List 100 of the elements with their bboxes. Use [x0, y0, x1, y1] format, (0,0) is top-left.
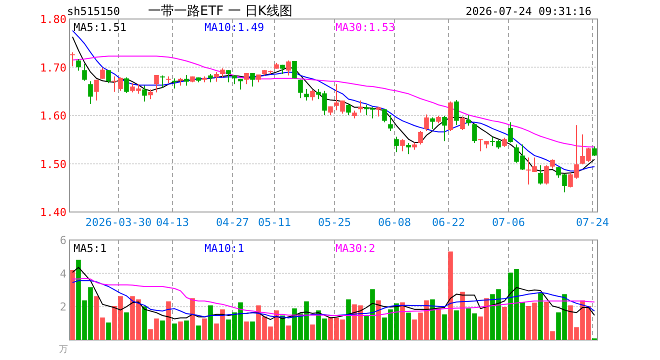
x-tick-label: 2026-03-30	[85, 216, 152, 229]
candlestick	[502, 137, 507, 148]
candlestick	[232, 74, 237, 85]
chart-title: 一带一路ETF 一 日K线图	[148, 4, 292, 19]
bar	[106, 322, 111, 340]
y-tick-label: 1.50	[40, 158, 66, 171]
candlestick	[460, 116, 465, 130]
candlestick	[148, 88, 153, 100]
candlestick	[250, 72, 255, 88]
line-series	[72, 266, 595, 320]
candlestick	[430, 116, 435, 130]
bar	[202, 318, 207, 340]
candlestick	[406, 142, 411, 155]
bar	[376, 300, 381, 340]
x-tick-label: 05-11	[258, 216, 292, 229]
candlestick	[286, 60, 291, 76]
candlestick	[346, 103, 351, 116]
y-tick-label: 6	[60, 234, 66, 247]
bar	[400, 302, 405, 340]
bar	[124, 312, 129, 340]
candlestick	[418, 130, 423, 145]
y-tick-label: 1.40	[40, 206, 66, 219]
candlestick	[424, 114, 429, 132]
bar	[142, 306, 147, 340]
x-tick-label: 04-13	[156, 216, 190, 229]
candlestick	[244, 72, 249, 85]
x-tick-label: 04-27	[216, 216, 250, 229]
text: MA10:1	[204, 242, 244, 255]
candlestick	[388, 114, 393, 132]
text: MA10:1.49	[204, 21, 264, 34]
y-tick-label: 1.60	[40, 110, 66, 122]
candlestick	[508, 122, 513, 144]
bar	[286, 326, 291, 340]
candlestick	[310, 89, 315, 102]
x-tick-label: 07-06	[492, 216, 526, 229]
bar	[244, 322, 249, 340]
candlestick	[76, 58, 81, 72]
text: 2026-07-24 09:31:16	[466, 5, 592, 18]
text: MA30:2	[336, 242, 376, 255]
bar	[208, 305, 213, 340]
candlestick	[478, 138, 483, 152]
candlestick	[382, 108, 387, 123]
y-tick-label: 1.80	[40, 13, 66, 26]
candlestick	[88, 80, 93, 104]
bar	[160, 320, 165, 340]
candlestick	[454, 100, 459, 126]
bar	[538, 293, 543, 340]
bar	[406, 312, 411, 340]
y-tick-label: 4	[60, 267, 67, 280]
bar	[430, 299, 435, 340]
candlestick	[100, 67, 105, 80]
candlestick	[154, 74, 159, 93]
bar	[436, 308, 441, 340]
candlestick	[220, 68, 225, 78]
bar	[280, 316, 285, 340]
text: sh515150	[67, 5, 120, 18]
candlestick	[124, 76, 129, 94]
bar	[70, 270, 75, 340]
y-tick-label: 2	[60, 300, 66, 314]
candlestick	[160, 74, 165, 88]
candlestick	[538, 164, 543, 185]
bar	[454, 310, 459, 340]
candlestick	[106, 70, 111, 84]
bar	[196, 326, 201, 340]
series-label: MA5:1.51	[74, 21, 126, 34]
bar	[460, 292, 465, 340]
line-series	[72, 56, 595, 148]
candlestick	[70, 52, 75, 67]
bar	[172, 324, 177, 340]
text: MA30:1.53	[336, 21, 396, 34]
candlestick	[394, 136, 399, 153]
candlestick	[592, 146, 597, 157]
candlestick	[226, 70, 231, 83]
bar	[178, 322, 183, 340]
x-tick-label: 05-25	[318, 216, 352, 229]
candlestick	[466, 114, 471, 126]
y-axis-title: 万	[59, 345, 68, 355]
bar	[346, 299, 351, 340]
bar	[448, 252, 453, 340]
x-tick-label: 06-08	[378, 216, 412, 229]
x-tick-label: 07-24	[576, 216, 610, 229]
candlestick	[82, 63, 87, 82]
bar	[184, 320, 189, 340]
candlestick	[472, 124, 477, 144]
candlestick	[142, 85, 147, 102]
candlestick	[214, 72, 219, 82]
series-label: MA5:1	[74, 242, 107, 255]
candlestick	[298, 79, 303, 99]
y-tick-label: 1.70	[40, 61, 66, 74]
x-tick-label: 06-22	[432, 216, 466, 229]
bar	[442, 314, 447, 340]
candlestick	[292, 60, 297, 79]
bar	[166, 301, 171, 340]
candlestick	[400, 138, 405, 152]
bar	[190, 298, 195, 340]
bar	[250, 322, 255, 340]
bar	[502, 307, 507, 340]
candlestick	[304, 88, 309, 102]
candlestick	[94, 79, 99, 102]
candlestick	[442, 115, 447, 142]
